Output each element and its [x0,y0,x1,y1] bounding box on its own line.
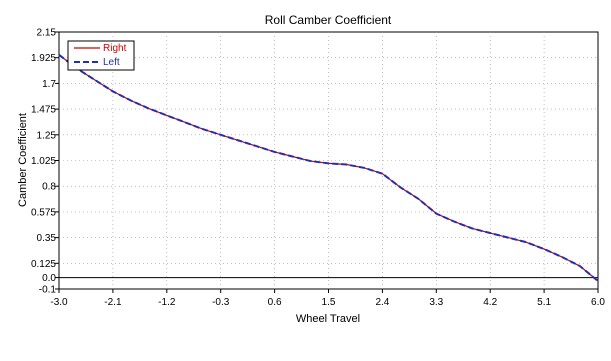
chart-title: Roll Camber Coefficient [265,13,392,27]
x-tick-label: 6.0 [591,297,605,308]
y-tick-label: 0.0 [42,273,56,284]
x-tick-label: 1.5 [322,297,336,308]
y-tick-label: 1.925 [31,53,56,64]
x-tick-label: 3.3 [429,297,443,308]
y-tick-label: 0.35 [37,233,57,244]
y-tick-label: 2.15 [37,28,57,39]
legend-box [67,40,135,71]
x-tick-label: -3.0 [50,297,68,308]
y-tick-label: 1.7 [42,79,56,90]
y-tick-label: 1.25 [37,130,57,141]
x-tick-label: 4.2 [483,297,497,308]
y-tick-label: 0.125 [31,259,56,270]
y-tick-label: 0.8 [42,182,56,193]
x-tick-label: -1.2 [158,297,176,308]
legend-label-left: Left [103,57,120,68]
x-tick-label: 5.1 [537,297,551,308]
y-tick-label: 1.025 [31,156,56,167]
series-line-left [58,54,599,282]
legend-label-right: Right [103,43,127,54]
x-tick-label: -0.3 [212,297,230,308]
legend: Right Left [67,40,135,71]
x-tick-label: -2.1 [104,297,122,308]
y-axis-label: Camber Coefficient [17,113,29,207]
series-lines [58,54,599,282]
axes: -3.0 -2.1 -1.2 -0.3 0.6 1.5 2.4 3.3 4.2 5.1 6.0 -0.… [31,28,605,309]
x-tick-label: 2.4 [375,297,389,308]
y-tick-label: 1.475 [31,105,56,116]
grid-lines [59,32,598,289]
y-tick-label: -0.1 [39,285,57,296]
x-tick-label: 0.6 [268,297,282,308]
x-axis-label: Wheel Travel [296,313,360,325]
y-tick-label: 0.575 [31,207,56,218]
